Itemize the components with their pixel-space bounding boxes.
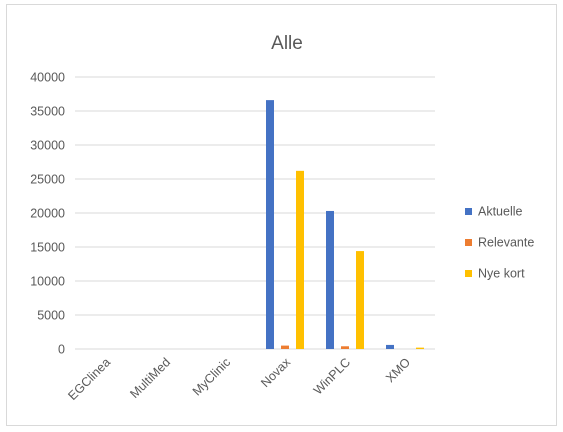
x-tick-label: Novax — [258, 355, 293, 390]
legend-label: Aktuelle — [478, 205, 523, 219]
y-tick-label: 25000 — [30, 173, 65, 187]
x-tick-label: XMO — [383, 355, 413, 385]
y-tick-label: 10000 — [30, 275, 65, 289]
x-axis: EGClinea MultiMed MyClinic Novax WinPLC XMO — [65, 355, 413, 403]
bar — [296, 170, 304, 349]
y-tick-label: 20000 — [30, 207, 65, 221]
legend-swatch — [465, 239, 472, 246]
bar — [356, 251, 364, 349]
x-tick-label: MyClinic — [190, 355, 233, 398]
y-tick-label: 35000 — [30, 105, 65, 119]
bars — [266, 100, 424, 350]
y-tick-label: 0 — [58, 343, 65, 357]
bar — [416, 347, 424, 349]
y-tick-label: 5000 — [37, 309, 65, 323]
legend-swatch — [465, 270, 472, 277]
gridlines — [75, 76, 435, 350]
bar — [281, 345, 289, 349]
legend: Aktuelle Relevante Nye kort — [465, 205, 534, 281]
legend-swatch — [465, 208, 472, 215]
y-tick-label: 15000 — [30, 241, 65, 255]
legend-label: Nye kort — [478, 267, 525, 281]
bar — [266, 100, 274, 350]
legend-label: Relevante — [478, 236, 534, 250]
y-axis: 0 5000 10000 15000 20000 25000 30000 35000 40000 — [30, 71, 65, 357]
y-tick-label: 40000 — [30, 71, 65, 85]
bar — [326, 210, 334, 349]
x-tick-label: MultiMed — [127, 355, 173, 401]
x-tick-label: EGClinea — [65, 355, 113, 403]
y-tick-label: 30000 — [30, 139, 65, 153]
x-tick-label: WinPLC — [311, 355, 353, 397]
chart-title: Alle — [271, 33, 303, 54]
bar — [386, 344, 394, 349]
bar — [341, 346, 349, 349]
